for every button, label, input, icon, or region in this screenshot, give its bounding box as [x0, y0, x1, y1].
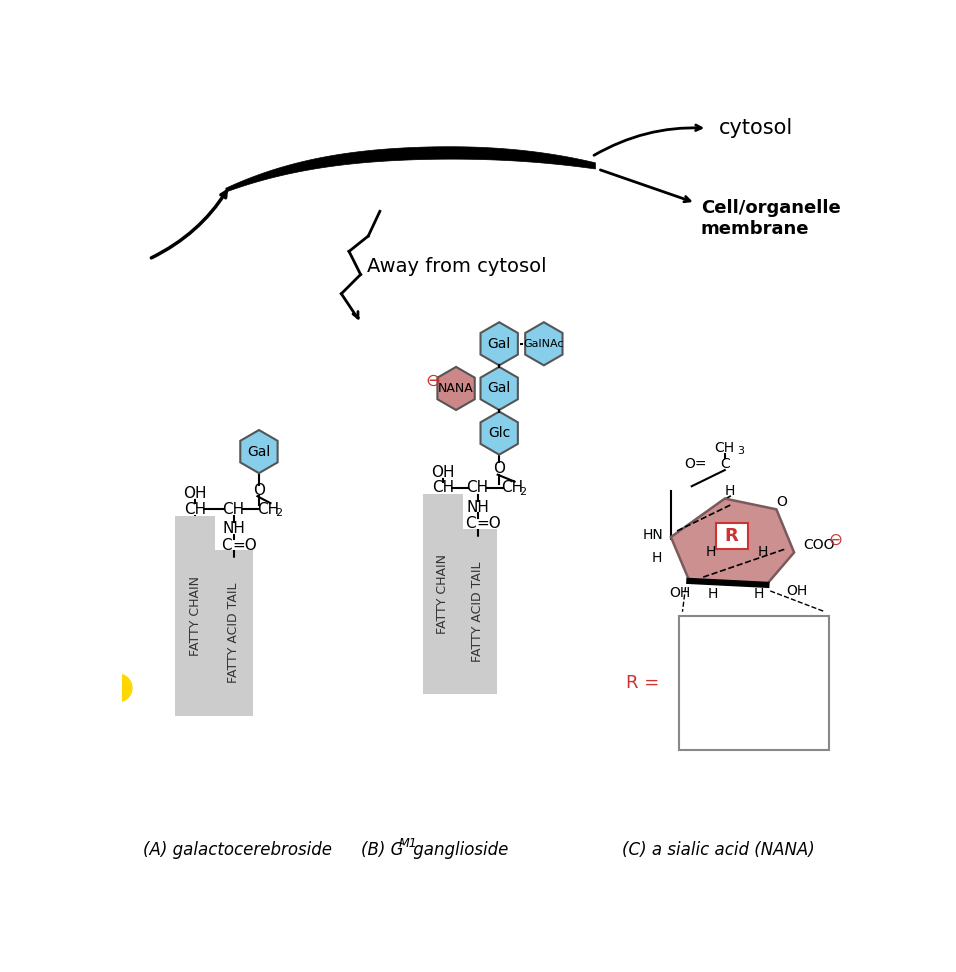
Text: R =: R =	[626, 674, 660, 692]
Text: O=: O=	[684, 457, 707, 470]
Text: OH: OH	[431, 465, 455, 480]
Bar	[214, 550, 252, 715]
Text: ⊖: ⊖	[829, 531, 842, 548]
Text: CH: CH	[184, 538, 206, 553]
Text: ⊖: ⊖	[425, 371, 441, 390]
Text: FATTY ACID TAIL: FATTY ACID TAIL	[471, 561, 484, 662]
Text: ganglioside: ganglioside	[408, 841, 509, 858]
Text: Gal: Gal	[248, 444, 271, 459]
Text: R: R	[725, 527, 739, 545]
Text: COO: COO	[803, 538, 835, 552]
Text: CH: CH	[467, 480, 489, 496]
Text: Gal: Gal	[488, 336, 511, 351]
Text: O: O	[253, 482, 265, 498]
Polygon shape	[481, 411, 518, 455]
Polygon shape	[226, 147, 596, 192]
Text: H: H	[725, 484, 735, 498]
Text: (A) galactocerebroside: (A) galactocerebroside	[143, 841, 333, 858]
Text: Glc: Glc	[489, 426, 511, 440]
Text: O: O	[776, 496, 787, 509]
Polygon shape	[671, 499, 794, 585]
Text: 2: 2	[519, 487, 526, 497]
Text: M1: M1	[399, 837, 418, 850]
Text: CH: CH	[257, 502, 279, 517]
Text: CH: CH	[432, 480, 454, 496]
Text: =O: =O	[232, 538, 257, 553]
Text: FATTY CHAIN: FATTY CHAIN	[188, 575, 202, 655]
Text: CH: CH	[432, 516, 454, 532]
Text: CH: CH	[184, 521, 206, 537]
Text: NANA: NANA	[438, 382, 474, 395]
Bar	[679, 615, 829, 750]
Text: CH: CH	[432, 500, 454, 514]
Text: CHOH: CHOH	[725, 634, 774, 651]
Text: OH: OH	[184, 486, 206, 502]
Text: O: O	[493, 461, 505, 476]
Text: OH: OH	[669, 585, 691, 600]
Text: CH: CH	[184, 502, 206, 517]
Text: 3: 3	[737, 446, 744, 456]
Text: C: C	[466, 516, 476, 532]
Text: 2: 2	[757, 718, 766, 732]
Text: H: H	[652, 551, 663, 565]
Text: CHOH: CHOH	[725, 672, 774, 690]
Text: OH: OH	[787, 584, 808, 598]
Text: CH: CH	[715, 440, 735, 455]
Bar	[458, 529, 497, 694]
Polygon shape	[438, 366, 475, 410]
Text: CH: CH	[223, 502, 245, 517]
FancyBboxPatch shape	[715, 523, 748, 549]
Text: CH: CH	[734, 712, 758, 731]
Polygon shape	[481, 323, 518, 365]
Text: FATTY CHAIN: FATTY CHAIN	[437, 554, 449, 634]
Text: Cell/organelle
membrane: Cell/organelle membrane	[701, 199, 840, 238]
Text: cytosol: cytosol	[719, 119, 793, 138]
Text: 2: 2	[274, 508, 282, 518]
Text: H: H	[753, 587, 764, 601]
Text: (C) a sialic acid (NANA): (C) a sialic acid (NANA)	[622, 841, 815, 858]
Text: =O: =O	[476, 516, 501, 532]
Text: CH: CH	[501, 480, 523, 496]
Text: (B) G: (B) G	[360, 841, 403, 858]
Text: C: C	[720, 457, 729, 470]
Text: H: H	[706, 545, 716, 560]
Polygon shape	[240, 430, 277, 473]
Text: H: H	[758, 545, 769, 560]
Text: NH: NH	[222, 521, 245, 537]
Bar	[423, 494, 463, 694]
Text: H: H	[707, 587, 718, 601]
Bar	[175, 515, 215, 715]
Text: GalNAc: GalNAc	[524, 339, 564, 349]
Text: HN: HN	[642, 528, 663, 541]
Text: OH: OH	[769, 712, 793, 731]
Polygon shape	[481, 366, 518, 410]
Text: NH: NH	[467, 500, 489, 514]
Text: Gal: Gal	[488, 381, 511, 396]
Circle shape	[104, 675, 132, 702]
Text: Away from cytosol: Away from cytosol	[367, 258, 547, 276]
Text: FATTY ACID TAIL: FATTY ACID TAIL	[227, 582, 240, 683]
Text: C: C	[222, 538, 232, 553]
Polygon shape	[525, 323, 562, 365]
